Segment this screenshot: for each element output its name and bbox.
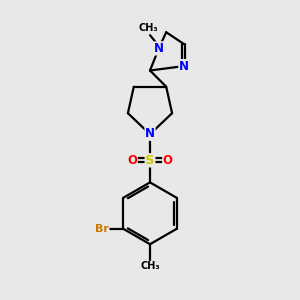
Text: S: S [145,154,155,167]
Text: Br: Br [95,224,109,234]
Text: O: O [163,154,173,167]
Text: O: O [127,154,137,167]
Text: N: N [154,42,164,55]
Text: CH₃: CH₃ [140,261,160,271]
Text: CH₃: CH₃ [139,23,158,33]
Text: N: N [145,127,155,140]
Text: N: N [179,60,189,73]
